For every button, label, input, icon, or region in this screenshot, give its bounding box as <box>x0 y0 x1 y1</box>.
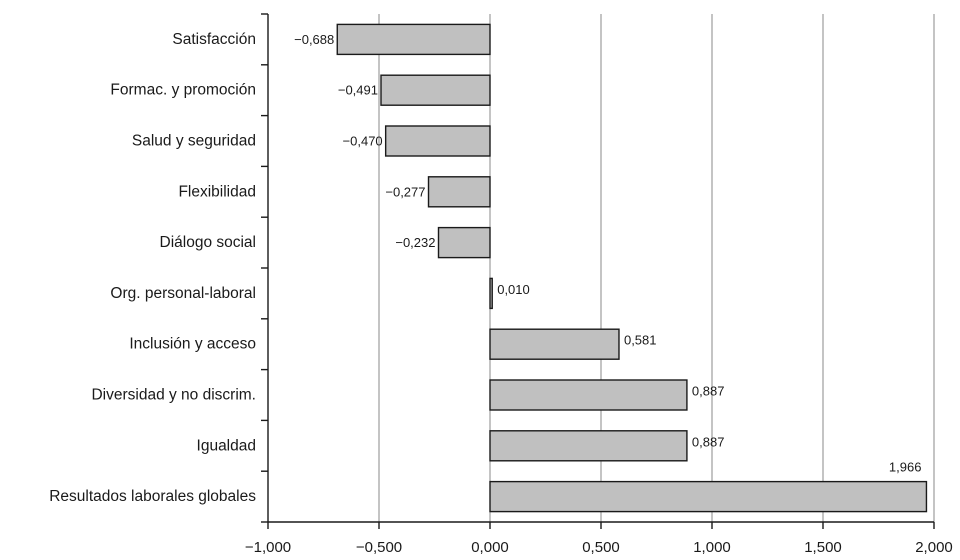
bar-8 <box>489 430 688 462</box>
x-tick-label-1: −0,500 <box>356 539 402 556</box>
value-label-1: −0,491 <box>338 83 378 98</box>
value-label-2: −0,470 <box>343 134 383 149</box>
value-label-8: 0,887 <box>692 434 725 449</box>
value-label-7: 0,887 <box>692 384 725 399</box>
x-tick-label-5: 1,500 <box>804 539 842 556</box>
category-label-2: Salud y seguridad <box>132 133 256 150</box>
bars <box>336 23 928 513</box>
axes <box>261 13 935 529</box>
x-tick-label-2: 0,000 <box>471 539 509 556</box>
value-label-5: 0,010 <box>497 282 530 297</box>
category-label-6: Inclusión y acceso <box>129 336 256 353</box>
bar-7 <box>489 379 688 411</box>
value-label-4: −0,232 <box>395 235 435 250</box>
x-tick-label-3: 0,500 <box>582 539 620 556</box>
category-label-4: Diálogo social <box>160 234 257 251</box>
x-tick-label-4: 1,000 <box>693 539 731 556</box>
bar-0 <box>336 23 491 56</box>
bar-2 <box>384 125 491 157</box>
x-tick-label-6: 2,000 <box>915 539 953 556</box>
bar-6 <box>489 328 620 360</box>
value-label-9: 1,966 <box>889 460 922 475</box>
category-label-9: Resultados laborales globales <box>49 488 256 505</box>
category-label-8: Igualdad <box>197 437 256 454</box>
bar-1 <box>380 74 491 106</box>
category-label-3: Flexibilidad <box>178 183 256 200</box>
bar-9 <box>489 480 928 513</box>
x-tick-label-0: −1,000 <box>245 539 291 556</box>
labels: −1,000 −0,500 0,000 0,500 1,000 1,500 2,000 Sat… <box>49 31 953 556</box>
bar-3 <box>427 176 491 208</box>
category-label-7: Diversidad y no discrim. <box>91 387 256 404</box>
category-label-1: Formac. y promoción <box>110 82 256 99</box>
value-label-3: −0,277 <box>385 184 425 199</box>
value-label-6: 0,581 <box>624 333 657 348</box>
bar-5 <box>489 277 493 310</box>
bar-4 <box>437 226 491 259</box>
category-label-5: Org. personal-laboral <box>110 285 256 302</box>
category-label-0: Satisfacción <box>172 31 256 48</box>
value-label-0: −0,688 <box>294 32 334 47</box>
